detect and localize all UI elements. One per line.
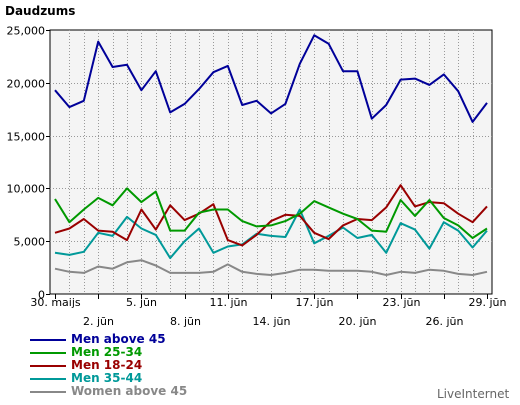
y-tick-label: 25,000 <box>7 25 46 38</box>
x-tick-label: 2. jūn <box>83 315 114 328</box>
y-tick-label: 0 <box>38 289 45 302</box>
series-line <box>54 34 488 123</box>
x-tick-label: 5. jūn <box>126 296 157 309</box>
legend-item: Men 18-24 <box>30 359 187 372</box>
legend-label: Men 25-34 <box>71 345 143 359</box>
legend-label: Women above 45 <box>71 384 188 398</box>
x-tick-label: 8. jūn <box>170 315 201 328</box>
x-tick-label: 14. jūn <box>253 315 291 328</box>
legend-item: Men 35-44 <box>30 372 187 385</box>
x-tick-label: 23. jūn <box>383 296 421 309</box>
legend-swatch <box>30 351 66 354</box>
y-axis-ticks: 0 5,000 10,000 15,000 20,000 25,000 <box>7 25 50 302</box>
legend-label: Men 35-44 <box>71 371 143 385</box>
series-line <box>54 208 488 260</box>
series-line <box>54 187 488 239</box>
x-tick-label: 26. jūn <box>426 315 464 328</box>
legend-item: Women above 45 <box>30 385 187 398</box>
legend-swatch <box>30 364 66 367</box>
legend-swatch <box>30 377 66 380</box>
legend-label: Men above 45 <box>71 332 166 346</box>
legend-item: Men above 45 <box>30 333 187 346</box>
credit-label: LiveInternet <box>437 387 510 401</box>
series-line <box>54 184 488 247</box>
legend-swatch <box>30 338 66 341</box>
legend-swatch <box>30 390 66 393</box>
x-tick-label: 20. jūn <box>339 315 377 328</box>
legend: Men above 45 Men 25-34 Men 18-24 Men 35-44 W… <box>30 333 187 398</box>
y-tick-label: 20,000 <box>7 78 46 91</box>
y-tick-label: 10,000 <box>7 183 46 196</box>
y-tick-label: 5,000 <box>14 236 46 249</box>
x-gridlines <box>69 30 474 294</box>
y-tick-label: 15,000 <box>7 131 46 144</box>
x-tick-label: 30. maijs <box>30 296 81 309</box>
series-lines <box>54 34 488 276</box>
legend-item: Men 25-34 <box>30 346 187 359</box>
y-axis-title: Daudzums <box>5 4 75 18</box>
x-tick-label: 17. jūn <box>296 296 334 309</box>
legend-label: Men 18-24 <box>71 358 143 372</box>
series-line <box>54 259 488 276</box>
x-tick-label: 29. jūn <box>469 296 507 309</box>
x-tick-label: 11. jūn <box>210 296 248 309</box>
